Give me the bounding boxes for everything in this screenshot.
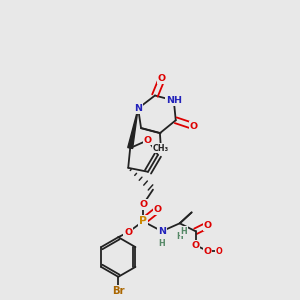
Text: NH: NH bbox=[166, 96, 182, 105]
Polygon shape bbox=[128, 108, 138, 148]
Text: O: O bbox=[216, 247, 223, 256]
Text: O: O bbox=[203, 221, 211, 230]
Text: O: O bbox=[204, 247, 211, 256]
Text: O: O bbox=[158, 74, 166, 83]
Text: H: H bbox=[180, 227, 187, 236]
Text: O: O bbox=[154, 205, 162, 214]
Text: H: H bbox=[158, 238, 165, 247]
Text: H: H bbox=[176, 232, 183, 241]
Text: N: N bbox=[134, 104, 142, 113]
Text: O: O bbox=[144, 136, 152, 145]
Text: O: O bbox=[124, 228, 132, 237]
Text: Br: Br bbox=[112, 286, 124, 296]
Text: P: P bbox=[139, 216, 147, 226]
Text: O: O bbox=[191, 241, 200, 250]
Text: O: O bbox=[190, 122, 198, 131]
Text: N: N bbox=[158, 227, 166, 236]
Text: O: O bbox=[139, 200, 147, 209]
Text: H: H bbox=[176, 232, 183, 241]
Text: CH₃: CH₃ bbox=[153, 143, 169, 152]
Text: O: O bbox=[203, 247, 211, 256]
